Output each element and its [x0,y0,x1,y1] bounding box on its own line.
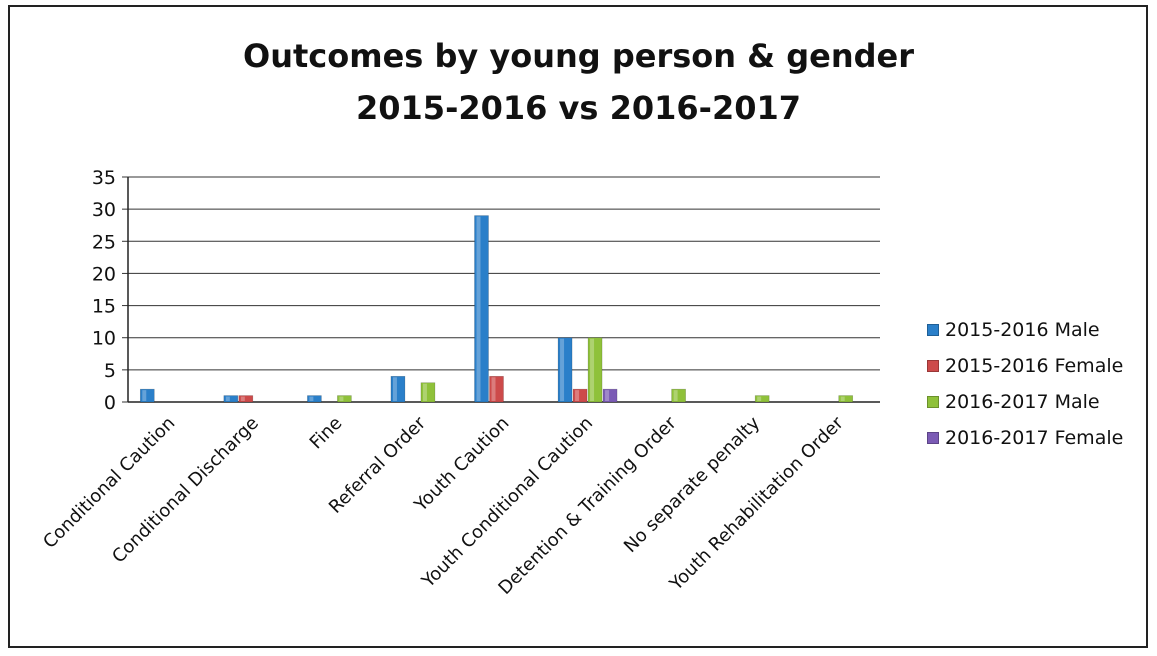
y-tick-label: 20 [92,263,116,285]
bar-highlight [392,377,397,401]
x-tick-label: Youth Rehabilitation Order [665,412,848,595]
bar [557,337,573,403]
bar-highlight [673,390,678,401]
bar-highlight [240,396,245,401]
bar-highlight [590,338,595,401]
y-tick-label: 25 [92,231,116,253]
legend-label: 2015-2016 Female [945,355,1124,377]
bar [489,375,504,403]
bar [390,375,406,403]
x-tick-label: Detention & Training Order [494,412,681,599]
bar-highlight [476,216,481,401]
bar [420,382,436,403]
chart-title: Outcomes by young person & gender 2015-2… [0,30,1157,134]
bar-highlight [491,377,496,401]
bar-highlight [757,396,762,401]
legend-swatch [927,360,939,372]
legend-swatch [927,432,939,444]
bar [602,388,618,403]
bar-highlight [422,383,427,401]
legend-swatch [927,324,939,336]
bar [838,395,854,403]
y-tick-label: 15 [92,296,116,318]
legend-swatch [927,396,939,408]
legend-item: 2015-2016 Male [927,312,1152,348]
chart-legend: 2015-2016 Male 2015-2016 Female 2016-201… [927,312,1152,456]
legend-label: 2016-2017 Female [945,427,1124,449]
bar [337,395,352,403]
bar-highlight [560,338,565,401]
bar [139,388,155,403]
y-tick-label: 30 [92,199,116,221]
x-tick-label: Youth Conditional Caution [417,413,597,593]
bar-highlight [605,390,610,401]
bar-highlight [339,396,344,401]
bar [474,215,489,403]
legend-label: 2015-2016 Male [945,319,1100,341]
chart-title-line-2: 2015-2016 vs 2016-2017 [356,89,801,127]
bar-highlight [225,396,230,401]
y-tick-label: 10 [92,328,116,350]
y-tick-label: 0 [104,392,116,414]
chart-title-line-1: Outcomes by young person & gender [243,37,914,75]
bar-highlight [309,396,314,401]
bar-highlight [840,396,845,401]
x-tick-label: Fine [306,413,347,454]
legend-item: 2016-2017 Male [927,384,1152,420]
x-tick-label: Conditional Discharge [108,413,263,568]
legend-label: 2016-2017 Male [945,391,1100,413]
bar-highlight [575,390,580,401]
y-tick-label: 5 [104,360,116,382]
bar [671,388,686,403]
bar [572,388,588,403]
bar [223,395,239,403]
bar [754,395,770,403]
bar-highlight [142,390,147,401]
legend-item: 2015-2016 Female [927,348,1152,384]
bar [307,395,322,403]
legend-item: 2016-2017 Female [927,420,1152,456]
y-tick-label: 35 [92,167,116,189]
x-tick-label: No separate penalty [620,412,765,557]
chart-frame [8,5,1148,648]
bar [238,395,254,403]
bar [587,337,603,403]
